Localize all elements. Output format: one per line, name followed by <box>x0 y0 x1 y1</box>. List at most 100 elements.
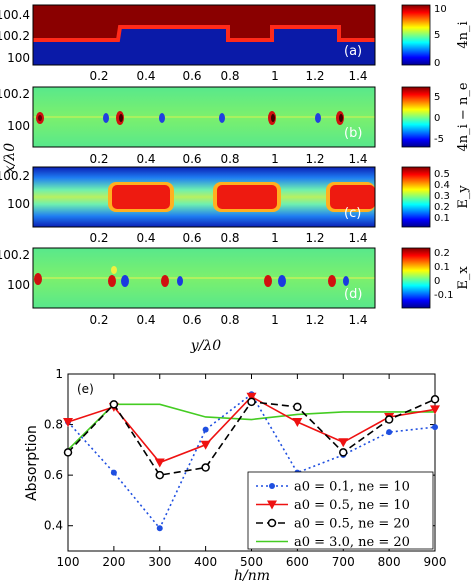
y-tick-label: 100.2 <box>0 87 30 101</box>
legend-item: a0 = 3.0, ne = 20 <box>256 535 410 550</box>
legend-label: a0 = 0.5, ne = 20 <box>294 517 410 532</box>
x-tick-label: 500 <box>240 555 263 569</box>
data-point <box>339 448 348 457</box>
x-tick-label: 400 <box>194 555 217 569</box>
colorbar-tick: 10 <box>434 4 447 15</box>
data-point <box>246 392 257 402</box>
data-point <box>154 458 165 468</box>
colorbar-tick: 5 <box>434 92 440 103</box>
x-tick-label: 1 <box>271 313 279 327</box>
x-tick-label: 0.4 <box>136 69 155 83</box>
data-point <box>110 469 117 476</box>
panel-e-y-ticks: 0.4 0.6 0.8 1 <box>44 367 435 533</box>
legend-item: a0 = 0.1, ne = 10 <box>256 480 410 495</box>
legend-item: a0 = 0.5, ne = 10 <box>256 498 410 513</box>
data-point <box>269 483 275 489</box>
data-point <box>109 400 119 409</box>
x-tick-label: 0.8 <box>220 231 239 245</box>
data-point <box>156 525 163 532</box>
colorbar-tick: 0.5 <box>434 169 450 180</box>
x-tick-label: 0.4 <box>136 231 155 245</box>
panel-e-label: (e) <box>77 382 94 396</box>
heatmap-x-axis-label: y/λ0 <box>190 338 221 354</box>
panel-b-colorbar-label: 4n_i − n_e <box>456 82 471 151</box>
data-point <box>338 438 349 448</box>
legend-box <box>247 471 434 550</box>
y-tick-label: 100 <box>7 278 30 292</box>
panel-e: 0.4 0.6 0.8 1 100 200 300 400 500 600 700 800 900 (… <box>24 367 446 584</box>
data-point <box>384 415 394 424</box>
legend-label: a0 = 0.5, ne = 10 <box>294 498 410 513</box>
series-2 <box>63 395 440 480</box>
panel-a-colorbar <box>401 4 431 66</box>
panel-e-series <box>63 391 440 532</box>
colorbar-tick: 0.1 <box>434 213 450 224</box>
legend-label: a0 = 3.0, ne = 20 <box>294 535 410 550</box>
x-tick-label: 1.4 <box>348 69 367 83</box>
x-tick-label: 700 <box>332 555 355 569</box>
colorbar-tick: -0.1 <box>434 290 454 301</box>
x-tick-label: 0.8 <box>220 152 239 166</box>
data-point <box>202 426 209 433</box>
x-tick-label: 1 <box>271 231 279 245</box>
data-point <box>386 429 393 436</box>
x-tick-label: 0.8 <box>220 313 239 327</box>
x-tick-label: 0.6 <box>182 69 201 83</box>
y-tick-label: 1 <box>55 367 63 381</box>
y-tick-label: 100 <box>7 51 30 65</box>
panel-d-spots <box>34 266 349 287</box>
data-point <box>63 418 73 428</box>
legend: a0 = 0.1, ne = 10 a0 = 0.5, ne = 10 a0 = 0… <box>247 471 434 550</box>
panel-c-field-blocks <box>108 182 375 212</box>
panel-e-x-ticks: 100 200 300 400 500 600 700 800 900 <box>57 374 447 569</box>
heatmap-y-axis-label: x/λ0 <box>2 143 18 173</box>
x-tick-label: 100 <box>57 555 80 569</box>
y-tick-label: 100 <box>7 119 30 133</box>
y-tick-label: 100 <box>7 197 30 211</box>
data-point <box>430 405 440 415</box>
x-tick-label: 1.2 <box>305 231 324 245</box>
x-tick-label: 600 <box>286 555 309 569</box>
y-tick-label: 100.4 <box>0 8 30 22</box>
x-tick-label: 800 <box>378 555 401 569</box>
panel-c: (c) 100.2 100 0.2 0.4 0.6 0.8 1 1.2 1.4 … <box>0 166 471 245</box>
series-line <box>67 393 436 530</box>
panel-b-spots <box>36 111 344 125</box>
colorbar-tick: 5 <box>434 30 440 41</box>
data-point <box>200 440 211 450</box>
x-tick-label: 200 <box>102 555 125 569</box>
x-tick-label: 0.2 <box>89 152 108 166</box>
x-tick-label: 1.2 <box>305 313 324 327</box>
x-tick-label: 300 <box>148 555 171 569</box>
x-tick-label: 0.6 <box>182 231 201 245</box>
x-tick-label: 0.8 <box>220 69 239 83</box>
data-point <box>292 418 303 428</box>
panel-d-colorbar-label: E_x <box>456 266 471 290</box>
data-point <box>267 500 277 510</box>
colorbar-tick: 0.2 <box>434 202 450 213</box>
x-tick-label: 1.2 <box>305 152 324 166</box>
panel-b-colorbar <box>401 86 431 148</box>
x-tick-label: 900 <box>424 555 447 569</box>
panel-b: (b) 100.2 100 0.2 0.4 0.6 0.8 1 1.2 1.4 … <box>0 82 471 166</box>
legend-item: a0 = 0.5, ne = 20 <box>256 517 410 532</box>
colorbar-tick: 0.4 <box>434 180 450 191</box>
x-tick-label: 0.6 <box>182 313 201 327</box>
data-point <box>432 424 438 431</box>
panel-a-surface-edge <box>33 25 375 42</box>
x-tick-label: 1.4 <box>348 313 367 327</box>
panel-c-xticks: 0.2 0.4 0.6 0.8 1 1.2 1.4 <box>89 231 367 245</box>
y-tick-label: 0.4 <box>44 519 63 533</box>
panel-a-label: (a) <box>344 44 362 59</box>
panel-d-label: (d) <box>344 287 362 302</box>
colorbar-tick: -5 <box>434 134 444 145</box>
data-point <box>201 463 210 472</box>
panel-a-yticks: 100.4 100.2 100 <box>0 8 30 65</box>
panel-a-xticks: 0.2 0.4 0.6 0.8 1 1.2 1.4 <box>89 69 367 83</box>
panel-c-colorbar-label: E_y <box>456 185 471 209</box>
colorbar-tick: 0.2 <box>434 248 450 259</box>
x-tick-label: 1.2 <box>305 69 324 83</box>
y-tick-label: 100.2 <box>0 169 30 183</box>
series-3 <box>67 403 435 451</box>
colorbar-tick: 0.3 <box>434 191 450 202</box>
